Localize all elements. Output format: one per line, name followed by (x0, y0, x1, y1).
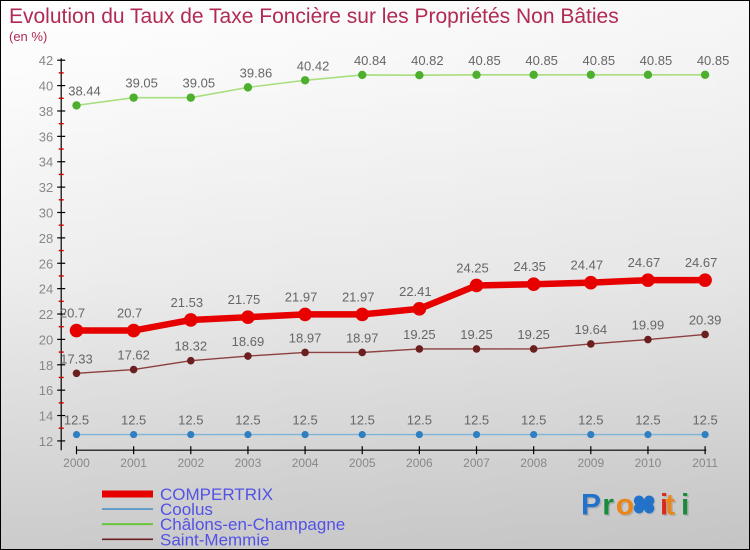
svg-text:2001: 2001 (120, 456, 147, 470)
svg-text:2006: 2006 (406, 456, 433, 470)
svg-text:2010: 2010 (635, 456, 662, 470)
svg-text:26: 26 (39, 256, 53, 271)
svg-text:17.33: 17.33 (60, 351, 93, 366)
svg-text:2008: 2008 (520, 456, 547, 470)
svg-text:20.7: 20.7 (117, 306, 142, 321)
svg-text:19.99: 19.99 (632, 318, 665, 333)
svg-text:12.5: 12.5 (64, 413, 89, 428)
svg-text:21.97: 21.97 (285, 289, 318, 304)
svg-text:39.05: 39.05 (125, 76, 158, 91)
svg-text:20.39: 20.39 (689, 312, 722, 327)
svg-text:12.5: 12.5 (578, 413, 603, 428)
svg-text:2005: 2005 (349, 456, 376, 470)
svg-text:40.42: 40.42 (297, 58, 330, 73)
svg-text:21.53: 21.53 (171, 295, 204, 310)
svg-text:36: 36 (39, 129, 53, 144)
svg-text:2004: 2004 (292, 456, 319, 470)
svg-text:12.5: 12.5 (292, 413, 317, 428)
svg-text:12: 12 (39, 434, 53, 449)
svg-text:38.44: 38.44 (68, 83, 101, 98)
svg-text:20: 20 (39, 332, 53, 347)
svg-text:19.25: 19.25 (517, 327, 550, 342)
svg-text:22.41: 22.41 (399, 284, 432, 299)
svg-text:Saint-Memmie: Saint-Memmie (160, 530, 270, 549)
svg-text:o: o (616, 489, 634, 522)
svg-text:12.5: 12.5 (521, 413, 546, 428)
svg-text:21.75: 21.75 (228, 292, 261, 307)
svg-text:18: 18 (39, 358, 53, 373)
svg-text:40.85: 40.85 (640, 53, 673, 68)
svg-text:2009: 2009 (577, 456, 604, 470)
svg-text:12.5: 12.5 (121, 413, 146, 428)
svg-text:2007: 2007 (463, 456, 490, 470)
svg-text:2002: 2002 (177, 456, 204, 470)
svg-text:i: i (681, 489, 689, 522)
svg-text:17.62: 17.62 (117, 348, 150, 363)
svg-text:12.5: 12.5 (235, 413, 260, 428)
svg-text:24.25: 24.25 (456, 260, 489, 275)
svg-text:39.86: 39.86 (240, 65, 273, 80)
svg-text:12.5: 12.5 (464, 413, 489, 428)
svg-text:12.5: 12.5 (635, 413, 660, 428)
svg-text:12.5: 12.5 (407, 413, 432, 428)
svg-text:19.25: 19.25 (403, 327, 436, 342)
svg-text:38: 38 (39, 104, 53, 119)
svg-text:42: 42 (39, 53, 53, 68)
svg-text:22: 22 (39, 307, 53, 322)
svg-text:12.5: 12.5 (178, 413, 203, 428)
svg-text:18.32: 18.32 (175, 339, 208, 354)
svg-text:34: 34 (39, 155, 53, 170)
svg-text:P: P (581, 489, 601, 522)
svg-text:t: t (665, 489, 675, 522)
svg-text:20.7: 20.7 (60, 306, 85, 321)
svg-text:28: 28 (39, 231, 53, 246)
svg-text:19.25: 19.25 (460, 327, 493, 342)
svg-text:r: r (602, 489, 614, 522)
svg-text:18.69: 18.69 (232, 334, 265, 349)
svg-text:14: 14 (39, 409, 53, 424)
svg-text:24.35: 24.35 (513, 259, 546, 274)
svg-text:30: 30 (39, 205, 53, 220)
svg-text:19.64: 19.64 (575, 322, 608, 337)
svg-text:24.47: 24.47 (571, 258, 604, 273)
svg-text:40.85: 40.85 (525, 53, 558, 68)
svg-text:24.67: 24.67 (628, 255, 661, 270)
svg-text:12.5: 12.5 (350, 413, 375, 428)
svg-text:12.5: 12.5 (692, 413, 717, 428)
svg-text:32: 32 (39, 180, 53, 195)
svg-text:39.05: 39.05 (183, 76, 216, 91)
svg-text:21.97: 21.97 (342, 289, 375, 304)
svg-text:16: 16 (39, 383, 53, 398)
svg-text:40.84: 40.84 (354, 53, 387, 68)
svg-text:24.67: 24.67 (685, 255, 718, 270)
svg-text:40.82: 40.82 (411, 53, 444, 68)
svg-text:40.85: 40.85 (697, 53, 730, 68)
svg-text:40: 40 (39, 79, 53, 94)
svg-text:18.97: 18.97 (289, 330, 322, 345)
svg-text:2011: 2011 (692, 456, 718, 470)
svg-text:2003: 2003 (235, 456, 262, 470)
svg-text:40.85: 40.85 (583, 53, 616, 68)
svg-text:18.97: 18.97 (346, 330, 379, 345)
svg-text:40.85: 40.85 (468, 53, 501, 68)
svg-text:2000: 2000 (63, 456, 90, 470)
svg-text:24: 24 (39, 282, 53, 297)
